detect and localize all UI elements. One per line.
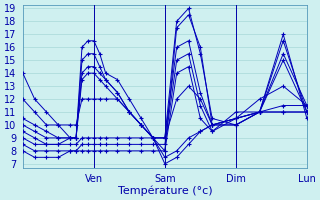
X-axis label: Température (°c): Température (°c): [117, 185, 212, 196]
